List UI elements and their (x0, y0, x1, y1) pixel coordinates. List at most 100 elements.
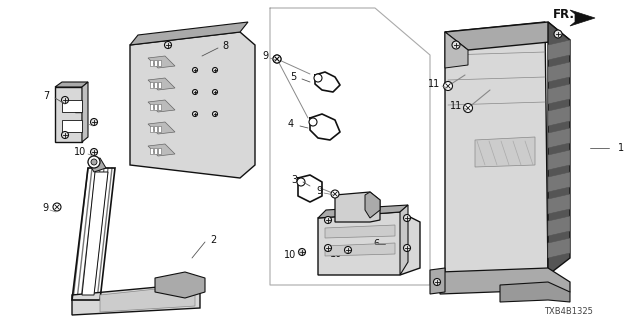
Circle shape (193, 111, 198, 116)
Text: 10: 10 (74, 117, 86, 127)
Polygon shape (62, 100, 82, 112)
Polygon shape (100, 287, 195, 312)
Circle shape (298, 249, 305, 255)
Polygon shape (154, 60, 157, 66)
Polygon shape (55, 87, 82, 142)
Polygon shape (548, 216, 570, 236)
Polygon shape (130, 22, 248, 45)
Polygon shape (148, 122, 175, 134)
Polygon shape (548, 22, 570, 275)
Text: 11: 11 (428, 79, 440, 89)
Text: 11: 11 (450, 101, 462, 111)
Polygon shape (335, 192, 380, 222)
Polygon shape (150, 82, 153, 88)
Polygon shape (548, 40, 570, 60)
Polygon shape (82, 172, 108, 295)
Polygon shape (150, 60, 153, 66)
Polygon shape (148, 100, 175, 112)
Polygon shape (440, 268, 570, 294)
Circle shape (164, 42, 172, 49)
Polygon shape (154, 104, 157, 110)
Polygon shape (548, 194, 570, 214)
Polygon shape (548, 62, 570, 82)
Polygon shape (158, 60, 161, 66)
Polygon shape (548, 106, 570, 126)
Circle shape (324, 217, 332, 223)
Text: 3: 3 (291, 175, 297, 185)
Text: TXB4B1325: TXB4B1325 (544, 308, 593, 316)
Polygon shape (400, 205, 408, 275)
Text: FR.: FR. (553, 7, 575, 20)
Text: 9: 9 (316, 186, 322, 196)
Polygon shape (148, 144, 175, 156)
Polygon shape (500, 282, 570, 302)
Polygon shape (325, 225, 395, 238)
Polygon shape (154, 126, 157, 132)
Polygon shape (148, 56, 175, 68)
Polygon shape (548, 172, 570, 192)
Polygon shape (62, 120, 82, 132)
Circle shape (88, 156, 100, 168)
Text: 8: 8 (222, 41, 228, 51)
Circle shape (297, 178, 305, 186)
Circle shape (212, 68, 218, 73)
Text: 10: 10 (284, 250, 296, 260)
Circle shape (193, 68, 198, 73)
Polygon shape (445, 22, 548, 280)
Circle shape (273, 55, 281, 63)
Text: 10: 10 (74, 147, 86, 157)
Text: 5: 5 (290, 72, 296, 82)
Polygon shape (154, 82, 157, 88)
Polygon shape (158, 104, 161, 110)
Circle shape (444, 82, 452, 91)
Circle shape (314, 74, 322, 82)
Circle shape (452, 41, 460, 49)
Polygon shape (325, 243, 395, 256)
Circle shape (463, 103, 472, 113)
Circle shape (433, 278, 440, 285)
Circle shape (53, 203, 61, 211)
Circle shape (309, 118, 317, 126)
Polygon shape (445, 22, 570, 50)
Polygon shape (148, 78, 175, 90)
Circle shape (344, 246, 351, 253)
Polygon shape (155, 272, 205, 298)
Circle shape (403, 244, 410, 252)
Polygon shape (365, 192, 380, 218)
Polygon shape (88, 158, 106, 172)
Circle shape (91, 159, 97, 165)
Text: 1: 1 (618, 143, 624, 153)
Text: 2: 2 (210, 235, 216, 245)
Polygon shape (475, 137, 535, 167)
Polygon shape (158, 148, 161, 154)
Circle shape (403, 214, 410, 221)
Circle shape (331, 190, 339, 198)
Polygon shape (430, 268, 445, 294)
Circle shape (212, 111, 218, 116)
Circle shape (90, 118, 97, 125)
Circle shape (61, 132, 68, 139)
Polygon shape (72, 285, 200, 315)
Polygon shape (318, 205, 408, 218)
Polygon shape (150, 148, 153, 154)
Circle shape (212, 90, 218, 94)
Polygon shape (154, 148, 157, 154)
Polygon shape (570, 10, 595, 26)
Polygon shape (150, 126, 153, 132)
Polygon shape (548, 238, 570, 258)
Polygon shape (548, 128, 570, 148)
Polygon shape (150, 104, 153, 110)
Text: 9: 9 (262, 51, 268, 61)
Polygon shape (548, 84, 570, 104)
Circle shape (324, 244, 332, 252)
Circle shape (193, 90, 198, 94)
Circle shape (554, 30, 562, 38)
Text: 6: 6 (373, 239, 379, 249)
Polygon shape (55, 82, 88, 87)
Polygon shape (318, 212, 420, 275)
Polygon shape (130, 32, 255, 178)
Polygon shape (445, 32, 468, 68)
Polygon shape (158, 126, 161, 132)
Circle shape (90, 148, 97, 156)
Text: 4: 4 (288, 119, 294, 129)
